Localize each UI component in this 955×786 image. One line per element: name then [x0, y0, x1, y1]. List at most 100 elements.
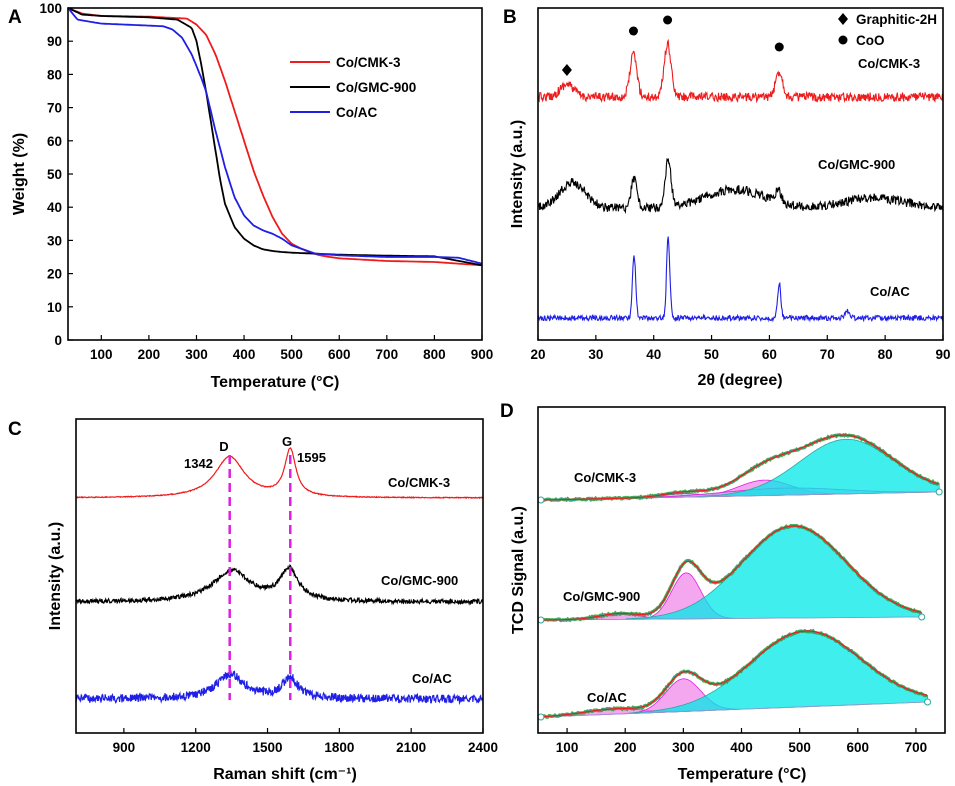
tpr-curve-endpoint	[924, 698, 932, 706]
tpr-curve-endpoint	[537, 496, 545, 504]
b-xtick-label: 80	[878, 347, 893, 362]
panel-c-label-co-gmc900: Co/GMC-900	[381, 573, 458, 588]
panel-d-label-co-cmk3: Co/CMK-3	[574, 470, 636, 485]
tpr-fit-curve	[540, 525, 922, 621]
panel-d-label-co-gmc900: Co/GMC-900	[563, 589, 640, 604]
panel-c-ylabel: Intensity (a.u.)	[47, 522, 64, 630]
xrd-curve-co-cmk-3	[537, 38, 944, 104]
a-xtick-label: 700	[376, 347, 399, 362]
raman-d-band-label: D	[219, 439, 228, 454]
tga-curve-co-cmk-3	[67, 7, 483, 267]
a-ytick-label: 10	[47, 300, 62, 315]
panel-b-label-co-cmk3: Co/CMK-3	[858, 56, 920, 71]
b-xtick-label: 90	[935, 347, 950, 362]
c-xtick-label: 2400	[468, 740, 498, 755]
panel-c-label-co-ac: Co/AC	[412, 671, 452, 686]
c-xtick-label: 2100	[396, 740, 426, 755]
b-xtick-label: 50	[704, 347, 719, 362]
d-xtick-label: 100	[556, 740, 579, 755]
a-xtick-label: 200	[138, 347, 161, 362]
panel-label-a: A	[8, 7, 22, 28]
d-xtick-label: 200	[614, 740, 637, 755]
b-xtick-label: 30	[588, 347, 603, 362]
a-xtick-label: 800	[423, 347, 446, 362]
a-xtick-label: 600	[328, 347, 351, 362]
panel-c-raman: 900 1200 1500 1800 2100 2400 D G 1342 1595 Co…	[47, 418, 498, 783]
a-ytick-label: 0	[54, 333, 62, 348]
c-xtick-label: 1200	[181, 740, 211, 755]
a-ytick-label: 100	[39, 1, 62, 16]
a-ytick-label: 30	[47, 233, 62, 248]
panel-b-xrd: 20 30 40 50 60 70 80 90 2θ (degree) Intensity (…	[509, 7, 951, 389]
panel-b-legend: Graphitic-2H CoO	[838, 12, 937, 48]
panel-d-ylabel: TCD Signal (a.u.)	[510, 506, 527, 634]
legend-diamond-marker	[838, 13, 848, 25]
raman-curve-co-cmk-3	[76, 447, 484, 500]
tpr-baseline	[540, 616, 922, 621]
a-ytick-label: 50	[47, 167, 62, 182]
tpr-curve-endpoint	[537, 616, 545, 624]
a-ytick-label: 90	[47, 34, 62, 49]
c-xtick-label: 1500	[253, 740, 283, 755]
tpr-fit-curve	[540, 434, 939, 501]
d-xtick-label: 500	[788, 740, 811, 755]
legend-label-co-ac: Co/AC	[336, 105, 377, 120]
panel-label-c: C	[8, 419, 22, 440]
raman-g-band-label: G	[282, 434, 292, 449]
legend-label-graphitic: Graphitic-2H	[856, 12, 937, 27]
b-xtick-label: 20	[530, 347, 545, 362]
panel-label-b: B	[503, 7, 517, 28]
panel-b-frame	[537, 7, 944, 341]
c-xtick-label: 900	[113, 740, 136, 755]
d-xtick-label: 700	[905, 740, 928, 755]
d-xtick-label: 300	[672, 740, 695, 755]
a-xtick-label: 400	[233, 347, 256, 362]
tpr-baseline	[540, 701, 928, 718]
panel-a-ylabel: Weight (%)	[11, 133, 28, 215]
panel-c-label-co-cmk3: Co/CMK-3	[388, 475, 450, 490]
xrd-curve-co-gmc-900	[537, 157, 944, 214]
raman-curve-co-ac	[75, 669, 484, 706]
a-ytick-label: 70	[47, 101, 62, 116]
c-xtick-label: 1800	[324, 740, 354, 755]
d-xtick-label: 400	[730, 740, 753, 755]
panel-b-label-co-gmc900: Co/GMC-900	[818, 157, 895, 172]
panel-d-label-co-ac: Co/AC	[587, 690, 627, 705]
a-xtick-label: 500	[280, 347, 303, 362]
tga-curve-co-gmc-900	[67, 7, 483, 267]
xrd-coo-marker	[663, 15, 673, 25]
panel-a-xlabel: Temperature (°C)	[211, 374, 340, 391]
panel-b-label-co-ac: Co/AC	[870, 284, 910, 299]
xrd-curve-co-ac	[537, 236, 944, 323]
legend-label-coo: CoO	[856, 33, 885, 48]
panel-a-legend: Co/CMK-3 Co/GMC-900 Co/AC	[290, 55, 416, 120]
a-ytick-label: 20	[47, 267, 62, 282]
panel-c-frame	[75, 418, 484, 734]
panel-d-tpr: 100 200 300 400 500 600 700 Co/CMK-3 Co/GMC-90…	[510, 406, 946, 783]
panel-a-frame	[67, 7, 483, 341]
a-ytick-label: 40	[47, 200, 62, 215]
panel-c-xlabel: Raman shift (cm⁻¹)	[213, 766, 357, 783]
panel-label-d: D	[500, 401, 514, 422]
xrd-graphitic-marker	[561, 64, 572, 76]
panel-b-ylabel: Intensity (a.u.)	[509, 120, 526, 228]
raman-d-value: 1342	[184, 456, 213, 471]
legend-label-co-gmc900: Co/GMC-900	[336, 80, 416, 95]
a-xtick-label: 900	[471, 347, 494, 362]
a-xtick-label: 300	[185, 347, 208, 362]
xrd-coo-marker	[774, 42, 784, 52]
b-xtick-label: 70	[820, 347, 835, 362]
raman-g-value: 1595	[297, 450, 326, 465]
panel-d-xlabel: Temperature (°C)	[678, 766, 807, 783]
b-xtick-label: 60	[762, 347, 777, 362]
panel-b-xlabel: 2θ (degree)	[697, 372, 782, 389]
raman-curve-co-gmc-900	[75, 564, 484, 606]
tga-curve-co-ac	[67, 7, 483, 265]
tpr-curve-endpoint	[918, 613, 926, 621]
a-ytick-label: 60	[47, 134, 62, 149]
d-xtick-label: 600	[847, 740, 870, 755]
legend-circle-marker	[838, 35, 848, 45]
b-xtick-label: 40	[646, 347, 661, 362]
legend-label-co-cmk3: Co/CMK-3	[336, 55, 401, 70]
